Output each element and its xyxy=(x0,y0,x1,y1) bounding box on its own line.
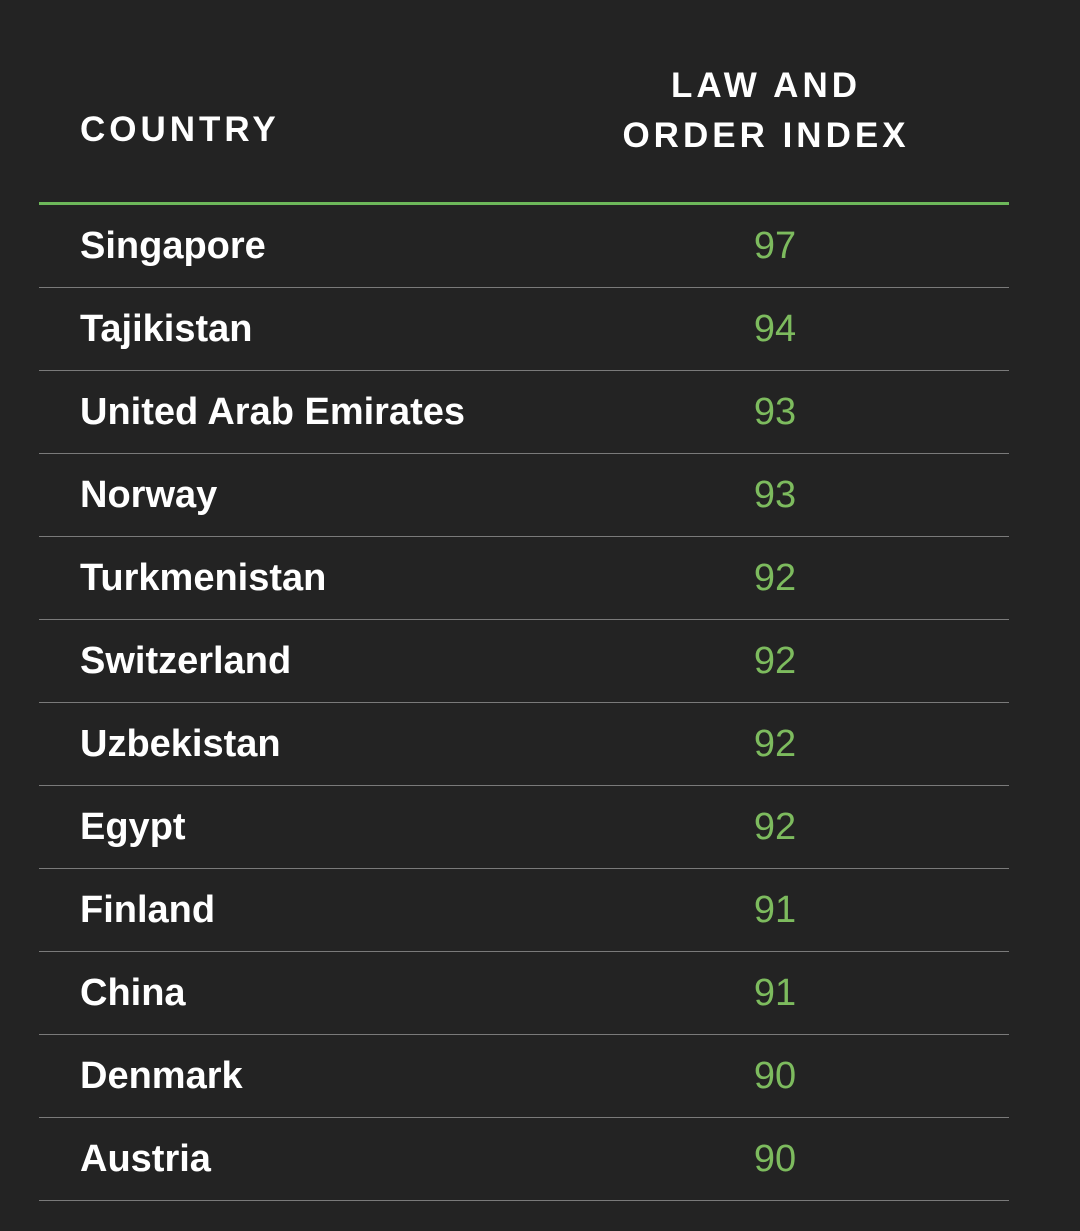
country-cell: United Arab Emirates xyxy=(80,391,466,433)
table-row: Finland 91 xyxy=(39,869,1009,952)
index-value-cell: 93 xyxy=(753,474,797,516)
index-value-cell: 92 xyxy=(753,557,797,599)
table-row: Denmark 90 xyxy=(39,1035,1009,1118)
table-row: Norway 93 xyxy=(39,454,1009,537)
index-value-cell: 91 xyxy=(753,889,797,931)
country-cell: Singapore xyxy=(80,225,266,267)
country-cell: Uzbekistan xyxy=(80,723,281,765)
index-value-cell: 92 xyxy=(753,723,797,765)
country-cell: Turkmenistan xyxy=(80,557,327,599)
table-row: Egypt 92 xyxy=(39,786,1009,869)
country-cell: Tajikistan xyxy=(80,308,253,350)
index-value-cell: 90 xyxy=(753,1055,797,1097)
table-header: COUNTRY LAW AND ORDER INDEX xyxy=(39,0,1009,205)
index-column-header-line2: ORDER INDEX xyxy=(622,116,910,155)
table-row: Tajikistan 94 xyxy=(39,288,1009,371)
index-value-cell: 94 xyxy=(753,308,797,350)
law-order-table: COUNTRY LAW AND ORDER INDEX Singapore 97 T… xyxy=(39,0,1009,1201)
index-column-header-line1: LAW AND xyxy=(670,66,861,105)
index-value-cell: 97 xyxy=(753,225,797,267)
country-cell: Denmark xyxy=(80,1055,243,1097)
table-row: Austria 90 xyxy=(39,1118,1009,1201)
index-column-header: LAW AND ORDER INDEX xyxy=(580,61,952,161)
table-body: Singapore 97 Tajikistan 94 United Arab Emira… xyxy=(39,205,1009,1201)
country-cell: Austria xyxy=(80,1138,211,1180)
country-cell: Norway xyxy=(80,474,218,516)
country-cell: Egypt xyxy=(80,806,186,848)
index-value-cell: 92 xyxy=(753,806,797,848)
index-value-cell: 90 xyxy=(753,1138,797,1180)
table-row: Singapore 97 xyxy=(39,205,1009,288)
table-row: United Arab Emirates 93 xyxy=(39,371,1009,454)
index-value-cell: 93 xyxy=(753,391,797,433)
index-value-cell: 92 xyxy=(753,640,797,682)
country-cell: China xyxy=(80,972,186,1014)
table-row: Switzerland 92 xyxy=(39,620,1009,703)
country-cell: Switzerland xyxy=(80,640,292,682)
index-value-cell: 91 xyxy=(753,972,797,1014)
country-column-header: COUNTRY xyxy=(80,110,280,149)
table-row: China 91 xyxy=(39,952,1009,1035)
country-cell: Finland xyxy=(80,889,216,931)
table-row: Uzbekistan 92 xyxy=(39,703,1009,786)
table-row: Turkmenistan 92 xyxy=(39,537,1009,620)
